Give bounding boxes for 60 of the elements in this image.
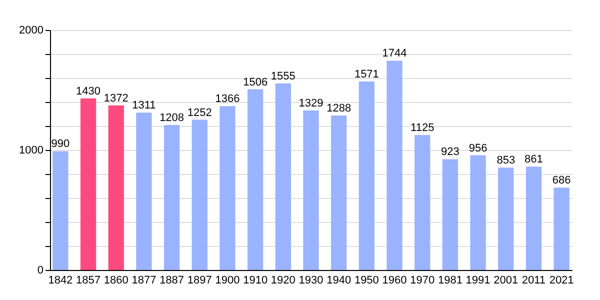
x-tick-label: 1940 xyxy=(326,274,352,286)
bar xyxy=(247,89,264,270)
data-label: 1372 xyxy=(104,92,128,104)
x-tick-label: 2001 xyxy=(494,274,518,286)
data-label: 1125 xyxy=(410,122,434,134)
x-tick-label: 1950 xyxy=(354,274,379,286)
bar xyxy=(526,166,542,270)
data-label: 861 xyxy=(524,154,543,166)
x-tick-label: 1842 xyxy=(48,274,73,286)
data-label: 1329 xyxy=(298,98,324,110)
y-tick-label: 2000 xyxy=(19,24,44,36)
data-label: 1311 xyxy=(132,100,156,112)
x-tick-label: 1960 xyxy=(382,274,407,286)
data-label: 1252 xyxy=(187,106,212,119)
x-tick-label: 1877 xyxy=(132,274,156,286)
x-tick-label: 1930 xyxy=(298,274,324,286)
x-tick-label: 1920 xyxy=(270,274,296,286)
bar xyxy=(498,168,514,270)
y-tick-label: 0 xyxy=(37,264,44,276)
x-tick-label: 1900 xyxy=(215,274,240,286)
bar xyxy=(358,81,375,270)
x-tick-label: 1981 xyxy=(438,274,462,286)
data-label: 853 xyxy=(496,154,516,167)
bar xyxy=(164,125,180,270)
x-tick-label: 1860 xyxy=(104,274,128,286)
data-label: 923 xyxy=(441,146,460,158)
x-tick-label: 2011 xyxy=(522,274,546,286)
data-label: 1744 xyxy=(382,48,407,60)
bar xyxy=(303,110,319,270)
data-label: 1506 xyxy=(243,76,268,88)
data-label: 1366 xyxy=(215,93,240,106)
bar xyxy=(386,60,402,270)
data-label: 1571 xyxy=(354,68,379,80)
data-label: 1430 xyxy=(76,85,101,98)
data-label: 990 xyxy=(51,138,70,150)
y-tick-label: 1000 xyxy=(19,144,44,156)
bar xyxy=(470,155,486,270)
data-label: 1288 xyxy=(326,102,352,114)
bar xyxy=(331,115,347,270)
bar xyxy=(220,106,236,270)
x-tick-label: 1887 xyxy=(160,274,184,286)
bar xyxy=(275,83,291,270)
bar xyxy=(414,135,430,270)
bar xyxy=(554,188,570,270)
bar xyxy=(108,105,124,270)
data-label: 686 xyxy=(552,174,571,187)
data-label: 1208 xyxy=(160,112,184,124)
bar xyxy=(52,151,68,270)
bar xyxy=(442,159,458,270)
data-label: 956 xyxy=(468,142,488,154)
x-tick-label: 1991 xyxy=(466,274,490,286)
x-tick-label: 1910 xyxy=(243,274,268,286)
bar xyxy=(80,98,96,270)
bar xyxy=(192,120,208,270)
bar xyxy=(136,112,152,270)
data-label: 1555 xyxy=(270,70,296,82)
x-tick-label: 1857 xyxy=(76,274,101,286)
x-tick-label: 2021 xyxy=(549,274,574,286)
x-tick-label: 1970 xyxy=(410,274,435,286)
x-tick-label: 1897 xyxy=(187,274,212,286)
